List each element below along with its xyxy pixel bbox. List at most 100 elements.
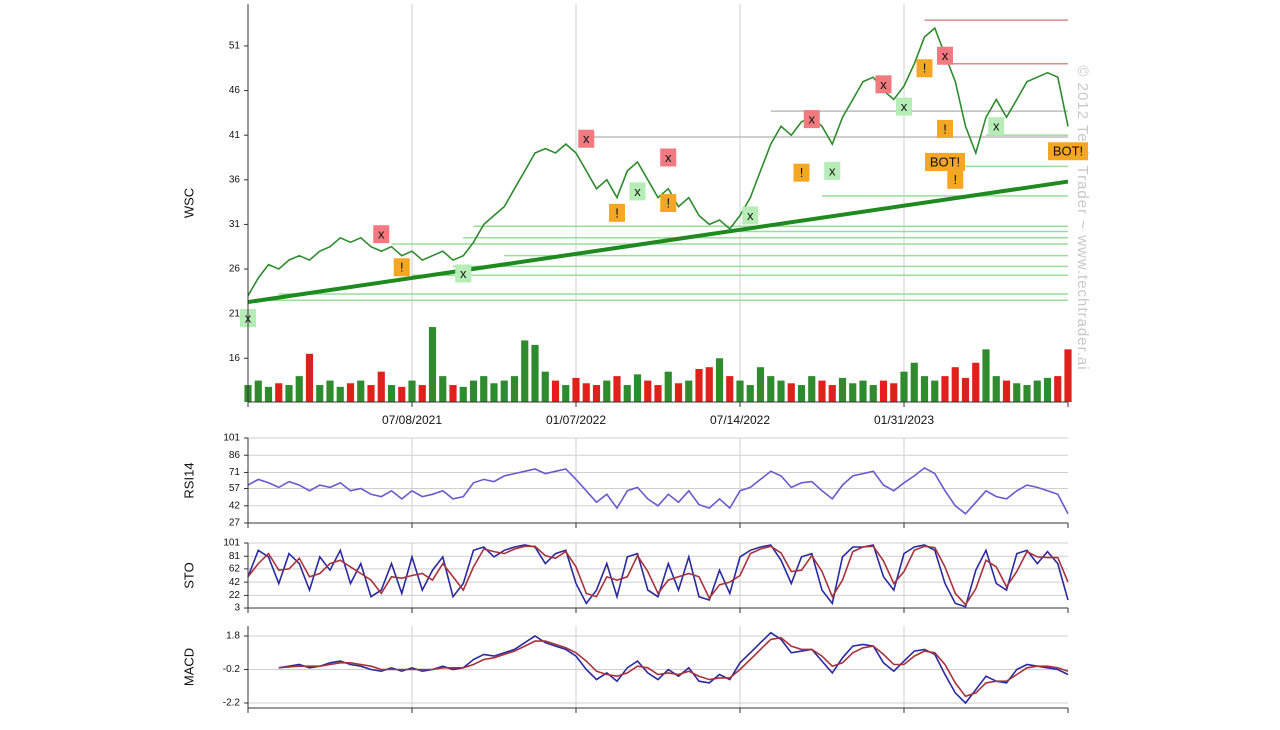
signal-label: x xyxy=(829,163,836,178)
signal-label: x xyxy=(583,131,590,146)
volume-bar xyxy=(439,376,447,402)
volume-bar xyxy=(510,376,519,402)
signal-label: x xyxy=(880,77,887,92)
volume-bar xyxy=(582,383,590,402)
signal-label: BOT! xyxy=(930,154,960,169)
signal-label: ! xyxy=(615,205,619,220)
volume-bar xyxy=(500,380,508,402)
y-tick-label: 81 xyxy=(229,551,241,562)
volume-bar xyxy=(808,376,816,402)
signal-label: ! xyxy=(923,61,927,76)
y-tick-label: 57 xyxy=(229,483,241,494)
volume-bar xyxy=(531,344,539,402)
y-axis-label: STO xyxy=(181,562,196,589)
signal-box xyxy=(937,119,953,138)
signal-box xyxy=(455,264,472,283)
y-tick-label: 16 xyxy=(229,353,241,364)
volume-bar xyxy=(654,385,662,402)
volume-bar xyxy=(797,385,806,402)
volume-bar xyxy=(736,380,744,402)
volume-bar xyxy=(756,367,765,402)
volume-bar xyxy=(982,349,990,402)
x-tick-label: 01/31/2023 xyxy=(874,413,934,427)
y-tick-label: 42 xyxy=(229,577,241,588)
volume-bar xyxy=(562,385,570,402)
volume-bar xyxy=(346,383,355,402)
signal-label: x xyxy=(809,112,816,127)
volume-bar xyxy=(726,376,734,402)
signal-box xyxy=(875,75,892,94)
volume-bar xyxy=(715,358,724,402)
volume-bar xyxy=(264,386,273,402)
y-axis-label: WSC xyxy=(181,188,196,218)
volume-bar xyxy=(941,376,949,402)
volume-bar xyxy=(572,377,580,402)
signal-box xyxy=(803,110,820,129)
signal-box xyxy=(660,148,677,167)
volume-bar xyxy=(828,385,836,402)
volume-bar xyxy=(408,380,416,402)
series-line xyxy=(278,636,1069,698)
volume-bar xyxy=(685,380,693,402)
volume-bar xyxy=(644,380,652,402)
volume-bar xyxy=(305,353,314,402)
volume-bar xyxy=(1064,349,1072,402)
volume-bar xyxy=(295,376,303,402)
volume-bar xyxy=(1023,385,1031,402)
volume-bar xyxy=(367,385,375,402)
y-tick-label: 26 xyxy=(229,264,241,275)
volume-bar xyxy=(490,383,498,402)
volume-bar xyxy=(879,380,888,402)
signal-box xyxy=(393,258,410,277)
signal-box xyxy=(1048,142,1088,161)
signal-box xyxy=(824,161,841,180)
signal-label: ! xyxy=(953,172,957,187)
volume-bar xyxy=(603,380,611,402)
signal-box xyxy=(947,170,964,189)
series-line xyxy=(278,631,1069,705)
signal-box xyxy=(925,152,965,171)
volume-bar xyxy=(767,376,775,402)
y-tick-label: 46 xyxy=(229,85,241,96)
signal-label: x xyxy=(460,266,467,281)
y-tick-label: 41 xyxy=(229,130,241,141)
volume-bar xyxy=(336,386,344,402)
y-tick-label: 22 xyxy=(229,590,241,601)
y-tick-label: 42 xyxy=(229,500,241,511)
y-tick-label: 62 xyxy=(229,564,241,575)
volume-bar xyxy=(859,380,867,402)
volume-bar xyxy=(357,380,365,402)
y-tick-label: 101 xyxy=(223,538,240,549)
volume-bar xyxy=(326,380,334,402)
volume-bar xyxy=(387,385,396,402)
volume-bar xyxy=(890,383,898,402)
signal-label: x xyxy=(747,208,754,223)
volume-bar xyxy=(849,383,857,402)
volume-bar xyxy=(838,377,847,402)
signal-box xyxy=(916,59,933,78)
signal-box xyxy=(609,203,625,222)
volume-bar xyxy=(1002,380,1011,402)
volume-bar xyxy=(705,367,713,402)
volume-bar xyxy=(664,371,672,402)
volume-bar xyxy=(961,377,970,402)
y-tick-label: -2.2 xyxy=(223,698,241,709)
y-tick-label: 3 xyxy=(234,603,240,614)
volume-bar xyxy=(254,380,262,402)
y-tick-label: -0.2 xyxy=(223,664,241,675)
signal-box xyxy=(660,194,677,212)
volume-bar xyxy=(900,371,908,402)
volume-bar xyxy=(469,380,478,402)
volume-bar xyxy=(674,383,683,402)
y-axis-label: MACD xyxy=(181,648,196,686)
signal-label: x xyxy=(634,184,641,199)
signal-box xyxy=(578,129,595,148)
volume-bar xyxy=(951,367,959,402)
signal-label: x xyxy=(378,227,385,242)
volume-bar xyxy=(428,327,437,402)
y-tick-label: 101 xyxy=(223,433,240,444)
volume-bar xyxy=(449,385,457,402)
y-tick-label: 21 xyxy=(229,308,241,319)
